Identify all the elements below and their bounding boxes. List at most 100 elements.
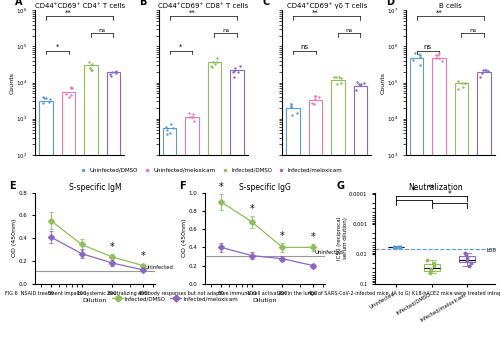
Point (211, 62, 219, 67)
Text: *: * (280, 231, 285, 241)
Bar (309, 100, 322, 344)
Point (188, 115, 196, 120)
Y-axis label: IC50 (reciprocal
serum dilution): IC50 (reciprocal serum dilution) (337, 217, 347, 260)
Bar (454, 83, 468, 344)
Title: S-specific IgM: S-specific IgM (68, 183, 121, 192)
Point (410, 58, 418, 63)
Text: *: * (412, 187, 416, 196)
Text: ns: ns (424, 44, 432, 50)
Point (332, 74, 340, 80)
Point (106, 71, 114, 76)
Point (396, 245, 404, 250)
Point (466, 263, 473, 269)
Point (186, 114, 194, 119)
Point (337, 80, 345, 86)
Point (67, 93, 75, 98)
Text: *: * (110, 241, 114, 251)
Point (46, 97, 54, 102)
Point (112, 71, 120, 76)
Point (62, 92, 70, 97)
Point (416, 52, 424, 57)
Text: ns: ns (300, 44, 308, 50)
Point (87, 67, 95, 73)
Point (110, 69, 118, 75)
Text: *: * (141, 251, 146, 261)
Point (464, 258, 471, 264)
Point (234, 69, 242, 75)
Text: *: * (56, 44, 59, 50)
Text: **: ** (65, 9, 72, 15)
Point (286, 101, 294, 107)
Bar (106, 72, 120, 344)
Point (162, 124, 170, 130)
Point (287, 103, 295, 109)
Point (428, 266, 436, 272)
Text: C: C (262, 0, 270, 7)
Point (230, 68, 238, 73)
Bar (477, 73, 490, 344)
X-axis label: Dilution: Dilution (82, 298, 107, 303)
Point (352, 87, 360, 93)
Point (310, 101, 318, 107)
Point (88, 67, 96, 73)
Title: CD44⁺CD69⁺ CD8⁺ T cells: CD44⁺CD69⁺ CD8⁺ T cells (158, 2, 248, 9)
Point (65, 94, 73, 99)
Point (462, 80, 469, 86)
Point (108, 69, 116, 75)
Point (438, 58, 446, 64)
Text: FIG 6  NSAID treatment impairs systemic neutralizing antibody responses but not : FIG 6 NSAID treatment impairs systemic n… (5, 291, 500, 296)
Point (308, 100, 316, 106)
Point (434, 55, 442, 61)
Point (482, 67, 490, 73)
Point (42, 96, 50, 101)
Text: A: A (16, 0, 23, 7)
Text: Uninfected: Uninfected (314, 250, 343, 255)
Legend: Infected/DMSO, Infected/meloxicam: Infected/DMSO, Infected/meloxicam (110, 294, 240, 303)
Bar (230, 70, 243, 344)
Text: LOD: LOD (486, 248, 496, 253)
Bar (432, 58, 446, 344)
Bar (354, 86, 367, 344)
Point (40, 94, 48, 100)
Point (330, 74, 338, 79)
Text: *: * (250, 204, 254, 214)
Point (454, 78, 462, 84)
Text: *: * (179, 44, 182, 50)
Point (356, 82, 364, 88)
Text: F: F (178, 181, 186, 191)
Point (169, 125, 177, 131)
Title: S-specific IgG: S-specific IgG (239, 183, 291, 192)
Point (435, 51, 443, 56)
Point (394, 245, 402, 250)
Y-axis label: Counts: Counts (380, 72, 385, 94)
Point (311, 94, 319, 99)
Text: *: * (448, 191, 451, 200)
Point (311, 96, 319, 101)
Point (354, 79, 362, 85)
Point (478, 70, 486, 75)
Title: CD44⁺CD69⁺ γδ T cells: CD44⁺CD69⁺ γδ T cells (286, 2, 367, 9)
Text: ns: ns (98, 28, 105, 33)
Point (230, 65, 238, 71)
Point (463, 256, 471, 261)
Point (333, 82, 341, 87)
Point (480, 67, 488, 73)
Point (66, 85, 74, 90)
Point (312, 94, 320, 99)
Point (415, 51, 423, 57)
Point (338, 75, 345, 81)
Bar (62, 92, 76, 344)
Title: Neutralization: Neutralization (408, 183, 463, 192)
PathPatch shape (459, 256, 474, 262)
Text: B: B (139, 0, 146, 7)
Point (40, 95, 48, 101)
Point (416, 62, 424, 67)
Point (390, 245, 398, 250)
X-axis label: Dilution: Dilution (253, 298, 277, 303)
Point (185, 110, 193, 115)
Point (163, 127, 171, 132)
Text: **: ** (312, 9, 319, 15)
Point (355, 81, 363, 87)
Point (288, 112, 296, 117)
Point (462, 252, 470, 258)
